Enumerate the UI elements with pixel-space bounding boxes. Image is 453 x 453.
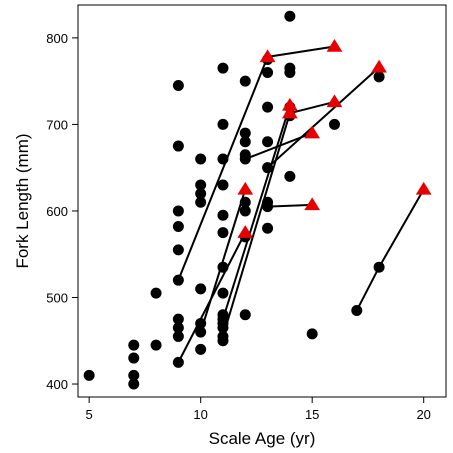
circle-point: [262, 136, 274, 148]
connecting-line: [222, 112, 291, 337]
connecting-line: [177, 232, 247, 363]
circle-point: [239, 127, 251, 139]
triangle-point: [282, 97, 298, 111]
connecting-line: [267, 45, 335, 58]
connecting-line: [378, 188, 425, 268]
circle-point: [195, 326, 207, 338]
triangle-point: [259, 49, 276, 63]
y-tick-label: 500: [46, 290, 68, 305]
circle-point: [217, 227, 229, 239]
connecting-line: [355, 266, 380, 311]
circle-point: [172, 244, 184, 256]
circle-point: [217, 261, 229, 273]
connecting-line: [222, 105, 291, 320]
connecting-line: [177, 56, 269, 281]
circle-point: [83, 369, 95, 381]
circle-point: [172, 140, 184, 152]
circle-point: [262, 66, 274, 78]
circle-point: [239, 196, 251, 208]
circle-point: [195, 153, 207, 165]
x-tick-label: 10: [193, 407, 207, 422]
connecting-lines: [177, 45, 425, 363]
circle-point: [172, 205, 184, 217]
x-tick-label: 20: [416, 407, 430, 422]
circle-point: [217, 209, 229, 221]
circle-point: [262, 222, 274, 234]
circle-point: [262, 201, 274, 213]
circle-point: [172, 330, 184, 342]
circle-point: [351, 304, 363, 316]
connecting-line: [244, 132, 313, 160]
connecting-line: [267, 203, 313, 208]
circle-point: [284, 10, 296, 22]
data-points: [83, 10, 432, 390]
plot-frame: [77, 4, 447, 398]
circle-point: [217, 62, 229, 74]
x-tick-label: 5: [86, 407, 93, 422]
circle-point: [239, 136, 251, 148]
triangle-point: [304, 125, 321, 139]
circle-point: [172, 322, 184, 334]
connecting-line: [289, 100, 335, 115]
circle-point: [128, 352, 140, 364]
circle-point: [217, 335, 229, 347]
triangle-point: [237, 225, 254, 238]
y-axis: 400 500 600 700 800: [46, 31, 78, 392]
circle-point: [239, 205, 251, 217]
circle-point: [150, 287, 162, 299]
circle-point: [128, 339, 140, 351]
circle-point: [172, 221, 184, 233]
circle-point: [217, 153, 229, 165]
connecting-line: [266, 66, 380, 169]
circle-point: [262, 162, 274, 174]
circle-point: [262, 101, 274, 113]
y-tick-label: 600: [46, 204, 68, 219]
circle-point: [239, 153, 251, 165]
circle-point: [195, 179, 207, 191]
circle-point: [284, 66, 296, 78]
circle-point: [172, 274, 184, 286]
circle-point: [172, 313, 184, 325]
y-tick-label: 700: [46, 117, 68, 132]
circle-point: [239, 75, 251, 87]
y-tick-label: 400: [46, 377, 68, 392]
circle-point: [284, 170, 296, 182]
circle-point: [217, 322, 229, 334]
triangle-point: [326, 94, 343, 108]
y-tick-label: 800: [46, 31, 68, 46]
plot-area: [77, 4, 447, 398]
circle-point: [239, 309, 251, 321]
triangle-point: [415, 181, 432, 195]
circle-point: [217, 118, 229, 130]
triangle-point: [371, 59, 387, 73]
circle-point: [373, 71, 385, 83]
triangle-point: [282, 105, 298, 119]
circle-point: [195, 283, 207, 295]
circle-point: [172, 79, 184, 91]
circle-point: [195, 188, 207, 200]
x-tick-label: 15: [305, 407, 319, 422]
circle-point: [328, 118, 340, 130]
circle-point: [217, 287, 229, 299]
circle-point: [195, 317, 207, 329]
triangle-point: [304, 197, 321, 211]
circle-point: [128, 378, 140, 390]
triangle-point: [326, 39, 343, 52]
circle-point: [150, 339, 162, 351]
x-axis-title: Scale Age (yr): [209, 429, 316, 448]
triangle-point: [237, 181, 254, 195]
connecting-line: [199, 189, 247, 333]
circle-point: [128, 369, 140, 381]
circle-point: [306, 328, 318, 340]
circle-point: [373, 261, 385, 273]
circle-point: [172, 356, 184, 368]
circle-point: [195, 343, 207, 355]
y-axis-title: Fork Length (mm): [13, 133, 32, 268]
circle-point: [195, 196, 207, 208]
circle-point: [217, 179, 229, 191]
x-axis: 5 10 15 20: [86, 397, 431, 422]
